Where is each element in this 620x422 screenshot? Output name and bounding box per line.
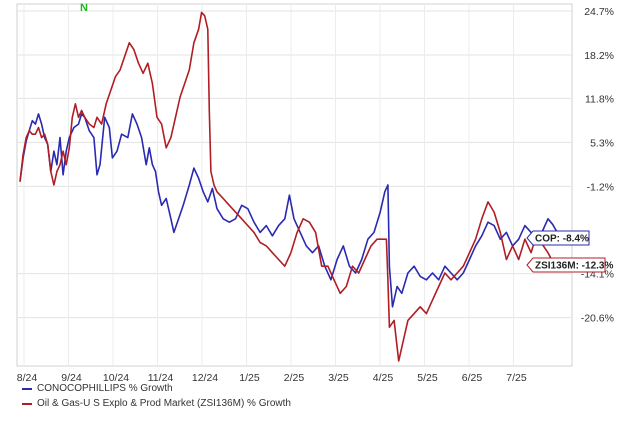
x-tick-label: 4/25: [373, 372, 394, 384]
series-lines: [19, 11, 560, 362]
legend: CONOCOPHILLIPS % Growth Oil & Gas-U S Ex…: [22, 381, 291, 411]
brand-logo-mark: N: [80, 2, 88, 14]
plot-frame: [16, 3, 573, 367]
end-tag-zsi136m: [526, 257, 606, 273]
x-tick-label: 2/25: [284, 372, 305, 384]
x-tick-label: 3/25: [328, 372, 349, 384]
x-tick-label: 8/24: [17, 372, 38, 384]
x-tick-label: 10/24: [103, 372, 129, 384]
x-tick-label: 7/25: [506, 372, 527, 384]
end-value-tags: COP: -8.4% ZSI136M: -12.3%: [526, 230, 613, 273]
y-tick-label: 18.2%: [584, 50, 614, 62]
x-axis-labels: 8/24 9/24 10/24 11/24 12/24 1/25 2/25 3/25 4/25 5…: [17, 372, 527, 384]
legend-label-zsi136m: Oil & Gas-U S Explo & Prod Market (ZSI13…: [37, 398, 291, 409]
end-label-cop: COP: -8.4%: [535, 234, 589, 245]
y-axis-labels: 24.7%18.2%11.8%5.3%-1.2%-14.1%-20.6%: [581, 6, 614, 325]
series-line-zsi136m: [19, 11, 559, 362]
x-tick-label: 11/24: [148, 372, 174, 384]
y-tick-label: -1.2%: [587, 181, 614, 193]
y-tick-label: 24.7%: [584, 6, 614, 18]
legend-swatch-zsi136m: [22, 402, 32, 405]
legend-swatch-cop: [22, 387, 32, 390]
x-tick-label: 1/25: [239, 372, 260, 384]
legend-item-zsi136m: Oil & Gas-U S Explo & Prod Market (ZSI13…: [22, 396, 291, 411]
y-tick-label: 5.3%: [590, 137, 614, 149]
legend-label-cop: CONOCOPHILLIPS % Growth: [37, 383, 173, 394]
x-tick-label: 5/25: [417, 372, 438, 384]
end-label-zsi136m: ZSI136M: -12.3%: [535, 261, 613, 272]
y-tick-label: -20.6%: [581, 313, 614, 325]
x-tick-label: 12/24: [192, 372, 218, 384]
series-line-cop: [19, 113, 560, 308]
y-tick-label: 11.8%: [585, 93, 614, 105]
legend-item-cop: CONOCOPHILLIPS % Growth: [22, 381, 291, 396]
grid: [17, 4, 572, 366]
x-tick-label: 6/25: [462, 372, 483, 384]
end-tag-cop: [526, 230, 590, 246]
x-tick-label: 9/24: [61, 372, 82, 384]
